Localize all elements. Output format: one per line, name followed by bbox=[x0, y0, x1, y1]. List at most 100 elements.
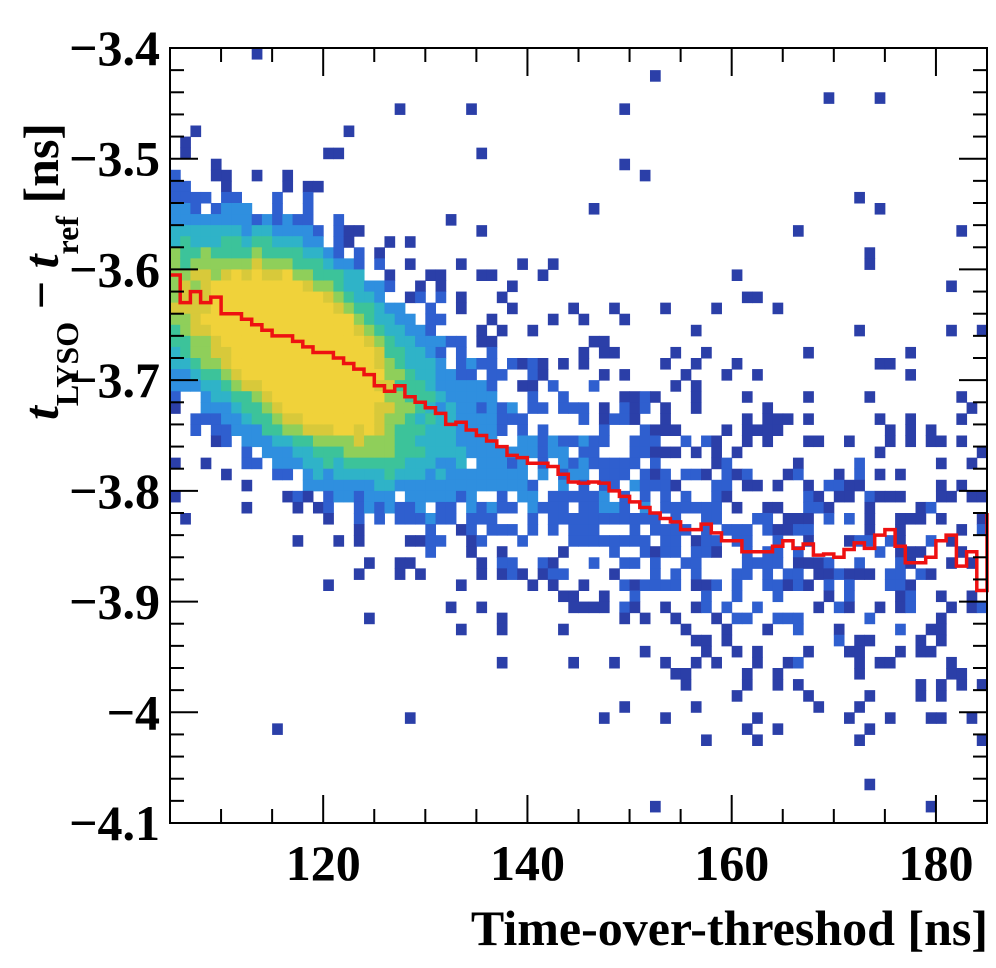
heatmap-cell bbox=[445, 402, 457, 414]
heatmap-cell bbox=[302, 468, 314, 481]
heatmap-cell bbox=[445, 369, 457, 381]
heatmap-cell bbox=[210, 247, 222, 259]
heatmap-cell bbox=[415, 457, 426, 470]
heatmap-cell bbox=[976, 601, 988, 614]
heatmap-cell bbox=[241, 346, 253, 359]
heatmap-cell bbox=[384, 391, 396, 403]
heatmap-cell bbox=[660, 468, 671, 481]
y-tick-label: −3.9 bbox=[69, 574, 160, 630]
heatmap-cell bbox=[588, 513, 600, 525]
heatmap-cell bbox=[394, 468, 406, 481]
heatmap-cell bbox=[568, 468, 579, 481]
heatmap-cell bbox=[956, 524, 968, 536]
heatmap-cell bbox=[404, 346, 416, 359]
heatmap-cell bbox=[445, 413, 457, 425]
heatmap-cell bbox=[364, 380, 375, 392]
heatmap-cell bbox=[660, 358, 671, 370]
heatmap-cell bbox=[874, 546, 886, 558]
heatmap-cell bbox=[292, 435, 304, 448]
heatmap-cell bbox=[966, 712, 978, 724]
heatmap-cell bbox=[394, 568, 406, 580]
heatmap-cell bbox=[425, 380, 437, 392]
heatmap-cell bbox=[364, 446, 375, 459]
heatmap-cell bbox=[261, 335, 273, 348]
heatmap-cell bbox=[384, 479, 396, 492]
heatmap-cell bbox=[384, 457, 396, 470]
heatmap-cell bbox=[649, 579, 661, 591]
heatmap-cell bbox=[261, 446, 273, 459]
heatmap-cell bbox=[210, 369, 222, 381]
heatmap-cell bbox=[282, 291, 294, 304]
heatmap-cell bbox=[884, 490, 896, 503]
heatmap-cell bbox=[221, 358, 232, 370]
heatmap-cell bbox=[476, 568, 488, 580]
heatmap-cell bbox=[180, 136, 191, 149]
heatmap-cell bbox=[925, 645, 937, 658]
heatmap-cell bbox=[895, 601, 906, 614]
heatmap-cell bbox=[445, 479, 457, 492]
heatmap-cell bbox=[466, 413, 477, 425]
heatmap-cell bbox=[558, 479, 569, 492]
heatmap-cell bbox=[547, 380, 559, 392]
heatmap-cell bbox=[762, 501, 774, 514]
y-tick-label: −4.1 bbox=[69, 795, 160, 851]
heatmap-cell bbox=[721, 634, 733, 647]
heatmap-cell bbox=[660, 546, 671, 558]
heatmap-cell bbox=[221, 402, 232, 414]
heatmap-cell bbox=[680, 623, 692, 636]
heatmap-cell bbox=[537, 269, 549, 281]
heatmap-cell bbox=[231, 380, 242, 392]
heatmap-cell bbox=[435, 513, 447, 525]
heatmap-cell bbox=[170, 358, 181, 370]
heatmap-cell bbox=[578, 457, 590, 470]
heatmap-cell bbox=[619, 513, 631, 525]
heatmap-cell bbox=[558, 402, 569, 414]
heatmap-cell bbox=[598, 468, 610, 481]
heatmap-cell bbox=[588, 601, 600, 614]
heatmap-cell bbox=[445, 380, 457, 392]
heatmap-cell bbox=[844, 435, 855, 448]
heatmap-cell bbox=[854, 468, 865, 481]
heatmap-cell bbox=[935, 457, 947, 470]
heatmap-cell bbox=[690, 501, 702, 514]
heatmap-cell bbox=[343, 468, 355, 481]
heatmap-cell bbox=[323, 280, 334, 293]
heatmap-cell bbox=[261, 269, 273, 281]
heatmap-cell bbox=[639, 424, 651, 436]
heatmap-cell bbox=[364, 479, 375, 492]
heatmap-cell bbox=[364, 557, 375, 569]
heatmap-cell bbox=[935, 712, 947, 724]
y-tick-label: −3.8 bbox=[69, 463, 160, 519]
heatmap-cell bbox=[210, 236, 222, 248]
heatmap-cell bbox=[507, 302, 518, 315]
heatmap-cell bbox=[568, 601, 579, 614]
heatmap-cell bbox=[190, 291, 202, 304]
heatmap-cell bbox=[772, 579, 784, 591]
heatmap-cell bbox=[404, 258, 416, 270]
heatmap-cell bbox=[956, 435, 968, 448]
heatmap-cell bbox=[353, 324, 365, 337]
heatmap-cell bbox=[782, 468, 794, 481]
heatmap-cell bbox=[578, 524, 590, 536]
heatmap-cell bbox=[731, 568, 743, 580]
heatmap-cell bbox=[323, 468, 334, 481]
heatmap-cell bbox=[476, 324, 488, 337]
heatmap-cell bbox=[445, 391, 457, 403]
heatmap-cell bbox=[384, 402, 396, 414]
heatmap-cell bbox=[731, 524, 743, 536]
heatmap-cell bbox=[415, 413, 426, 425]
heatmap-cell bbox=[486, 424, 498, 436]
heatmap-cell bbox=[231, 324, 242, 337]
heatmap-cell bbox=[180, 358, 191, 370]
heatmap-cell bbox=[415, 490, 426, 503]
heatmap-cell bbox=[731, 358, 743, 370]
heatmap-cell bbox=[210, 391, 222, 403]
heatmap-cell bbox=[251, 280, 263, 293]
heatmap-cell bbox=[701, 590, 712, 603]
heatmap-cell bbox=[455, 413, 467, 425]
heatmap-cell bbox=[588, 524, 600, 536]
heatmap-cell bbox=[486, 413, 498, 425]
heatmap-cell bbox=[619, 103, 631, 115]
heatmap-cell bbox=[496, 402, 508, 414]
heatmap-cell bbox=[404, 380, 416, 392]
